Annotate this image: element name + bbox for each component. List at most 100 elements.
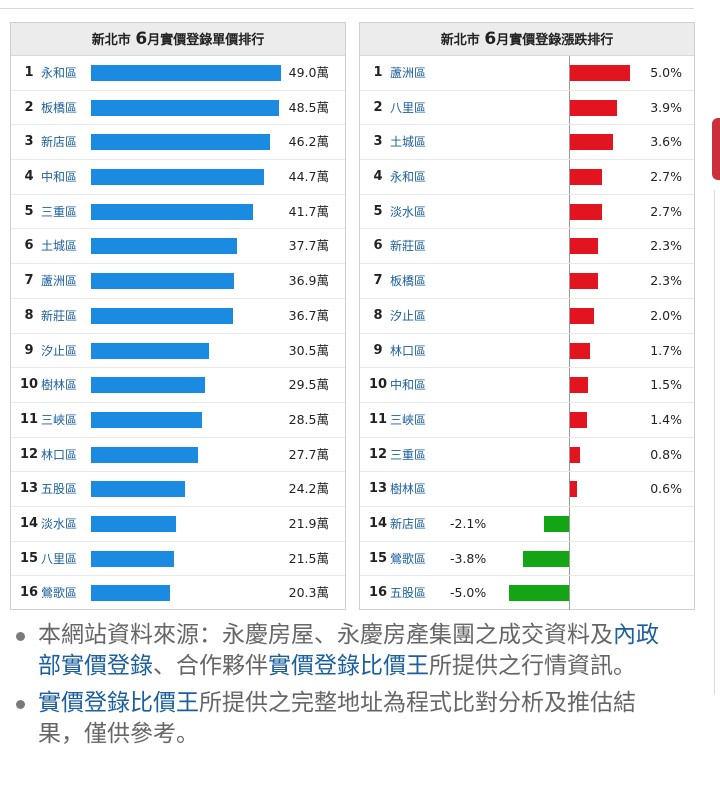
district-link[interactable]: 土城區 — [41, 239, 78, 254]
ranking-row: 12 林口區 27.7萬 — [11, 438, 345, 473]
ranking-row: 3 土城區 3.6% — [360, 125, 694, 161]
district-link[interactable]: 三峽區 — [390, 412, 427, 427]
price-compare-king-link[interactable]: 實價登錄比價王 — [268, 653, 429, 679]
change-ranking-panel: 新北市 6月實價登錄漲跌排行 1 蘆洲區 5.0% 2 八里區 3.9% 3 土城區 3.6% 4… — [359, 22, 695, 610]
change-value: 2.7% — [650, 203, 682, 219]
district-link[interactable]: 五股區 — [390, 586, 427, 601]
bullet-icon — [16, 700, 25, 709]
rank-number: 5 — [373, 203, 383, 219]
price-value: 21.5萬 — [288, 550, 329, 566]
change-value: 5.0% — [650, 65, 682, 80]
district-link[interactable]: 新店區 — [390, 516, 427, 531]
rank-number: 13 — [19, 481, 39, 497]
district-link[interactable]: 新莊區 — [41, 308, 78, 323]
ranking-row: 6 新莊區 2.3% — [360, 229, 694, 265]
moi-price-registration-link[interactable]: 內政部實價登錄 — [38, 622, 659, 679]
district-link[interactable]: 三重區 — [41, 204, 78, 219]
district-link[interactable]: 樹林區 — [390, 482, 427, 497]
change-value: -5.0% — [450, 585, 487, 601]
district-link[interactable]: 汐止區 — [390, 308, 427, 323]
change-value: 1.7% — [650, 342, 682, 358]
ranking-row: 1 永和區 49.0萬 — [11, 56, 345, 91]
district-link[interactable]: 板橋區 — [41, 100, 78, 115]
district-link[interactable]: 八里區 — [390, 100, 427, 115]
district-link[interactable]: 林口區 — [390, 343, 427, 358]
change-value: 2.3% — [650, 238, 682, 254]
note-text: 所提供之完整地址為程式比對分析及推估結果，僅供參考。 — [38, 690, 636, 747]
district-link[interactable]: 鶯歌區 — [41, 586, 78, 601]
increase-bar — [570, 203, 603, 220]
increase-bar — [570, 99, 617, 116]
side-strip — [712, 0, 720, 799]
district-link[interactable]: 汐止區 — [41, 343, 78, 358]
price-value: 28.5萬 — [288, 411, 329, 427]
district-link[interactable]: 土城區 — [390, 135, 427, 150]
price-bar — [91, 446, 199, 463]
district-link[interactable]: 八里區 — [41, 551, 78, 566]
price-bar — [91, 342, 210, 359]
district-link[interactable]: 五股區 — [41, 482, 78, 497]
increase-bar — [570, 411, 587, 428]
rank-number: 15 — [19, 550, 39, 566]
district-link[interactable]: 永和區 — [390, 170, 427, 185]
price-bar — [91, 99, 280, 116]
district-link[interactable]: 淡水區 — [41, 516, 78, 531]
ranking-row: 13 樹林區 0.6% — [360, 472, 694, 507]
side-tab-button[interactable] — [712, 118, 720, 180]
district-link[interactable]: 新店區 — [41, 135, 78, 150]
district-link[interactable]: 蘆洲區 — [390, 66, 427, 80]
price-value: 41.7萬 — [288, 203, 329, 219]
rank-number: 16 — [19, 585, 39, 601]
rank-number: 2 — [373, 99, 383, 115]
rank-number: 8 — [373, 307, 383, 323]
change-value: 0.6% — [650, 481, 682, 497]
decrease-bar — [509, 585, 569, 602]
price-value: 29.5萬 — [288, 377, 329, 393]
rank-number: 14 — [19, 515, 39, 531]
ranking-row: 8 汐止區 2.0% — [360, 299, 694, 334]
price-value: 27.7萬 — [288, 446, 329, 462]
rank-number: 8 — [24, 307, 34, 323]
district-link[interactable]: 新莊區 — [390, 239, 427, 254]
increase-bar — [570, 273, 598, 290]
change-ranking-title: 新北市 6月實價登錄漲跌排行 — [360, 23, 694, 56]
district-link[interactable]: 三峽區 — [41, 412, 78, 427]
district-link[interactable]: 蘆洲區 — [41, 274, 78, 289]
change-value: -2.1% — [450, 515, 487, 531]
ranking-row: 10 樹林區 29.5萬 — [11, 368, 345, 403]
ranking-row: 6 土城區 37.7萬 — [11, 229, 345, 265]
district-link[interactable]: 樹林區 — [41, 378, 78, 393]
rank-number: 2 — [24, 99, 34, 115]
price-value: 30.5萬 — [288, 342, 329, 358]
increase-bar — [570, 65, 630, 81]
ranking-row: 8 新莊區 36.7萬 — [11, 299, 345, 334]
district-link[interactable]: 鶯歌區 — [390, 551, 427, 566]
price-value: 21.9萬 — [288, 515, 329, 531]
rank-number: 9 — [24, 342, 34, 358]
rank-number: 6 — [24, 238, 34, 254]
change-value: 1.4% — [650, 411, 682, 427]
price-bar — [91, 481, 185, 498]
increase-bar — [570, 377, 588, 394]
ranking-row: 12 三重區 0.8% — [360, 438, 694, 473]
increase-bar — [570, 481, 578, 498]
ranking-row: 16 五股區 -5.0% — [360, 576, 694, 611]
district-link[interactable]: 三重區 — [390, 447, 427, 462]
title-month: 6 — [135, 29, 148, 49]
side-divider — [714, 190, 715, 695]
price-bar — [91, 550, 175, 567]
price-value: 37.7萬 — [288, 238, 329, 254]
price-value: 49.0萬 — [288, 65, 329, 80]
ranking-row: 1 蘆洲區 5.0% — [360, 56, 694, 91]
ranking-row: 9 林口區 1.7% — [360, 334, 694, 369]
district-link[interactable]: 永和區 — [41, 66, 78, 80]
district-link[interactable]: 中和區 — [41, 170, 78, 185]
district-link[interactable]: 林口區 — [41, 447, 78, 462]
district-link[interactable]: 中和區 — [390, 378, 427, 393]
price-value: 20.3萬 — [288, 585, 329, 601]
price-compare-king-link[interactable]: 實價登錄比價王 — [38, 690, 199, 716]
district-link[interactable]: 淡水區 — [390, 204, 427, 219]
ranking-row: 4 中和區 44.7萬 — [11, 160, 345, 195]
district-link[interactable]: 板橋區 — [390, 274, 427, 289]
ranking-row: 5 淡水區 2.7% — [360, 195, 694, 230]
